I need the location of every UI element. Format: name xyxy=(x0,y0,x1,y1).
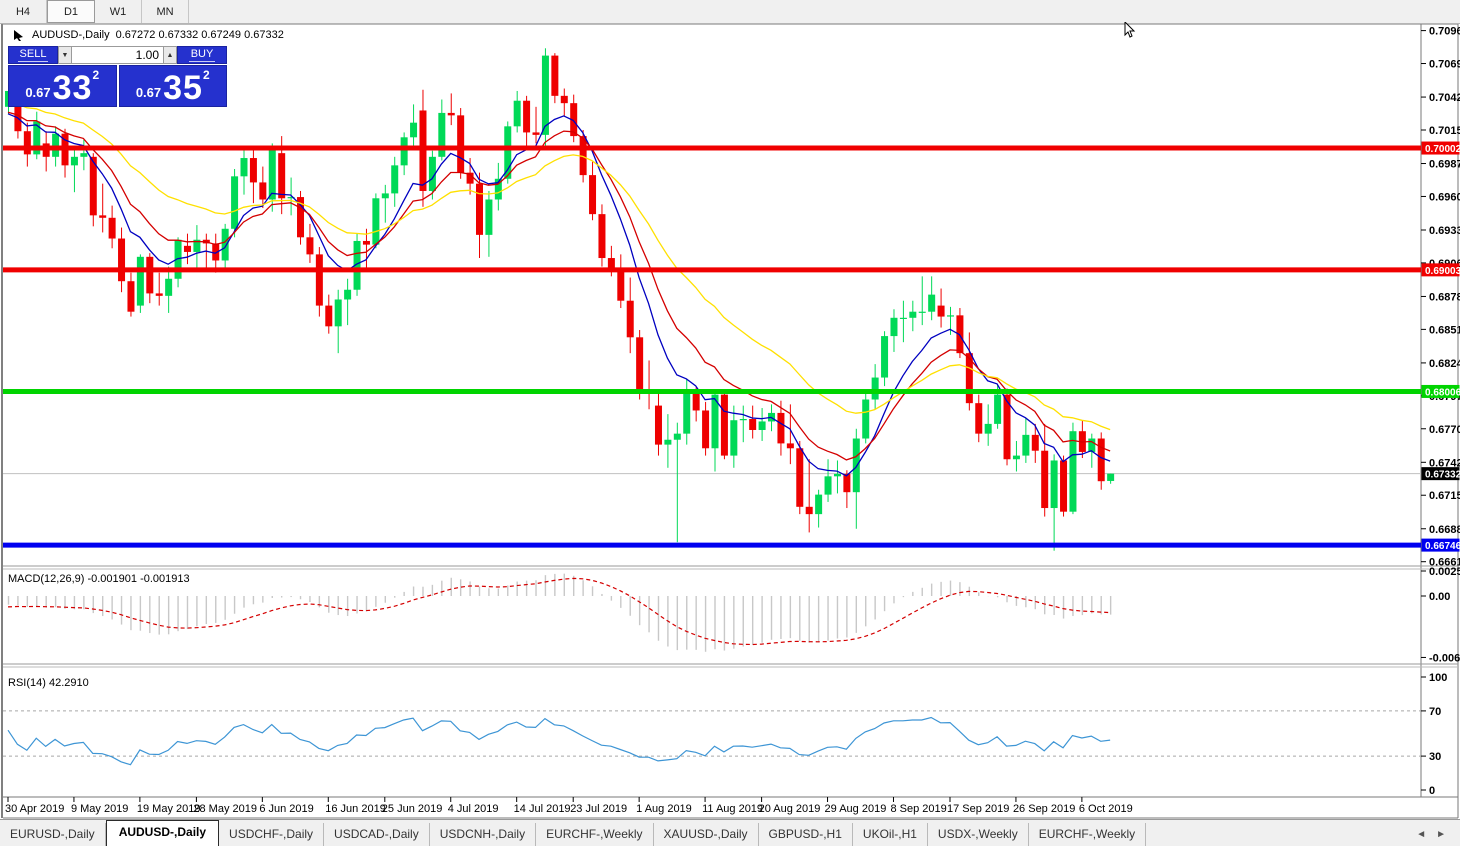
sell-price-prefix: 0.67 xyxy=(25,85,51,100)
chart-tab-7[interactable]: GBPUSD-,H1 xyxy=(759,823,853,846)
tab-scroll-left-icon[interactable]: ◄ xyxy=(1416,829,1427,840)
chart-tab-5[interactable]: EURCHF-,Weekly xyxy=(536,823,654,846)
svg-text:0.70002: 0.70002 xyxy=(1425,144,1460,155)
chart-ohlc-values: 0.67272 0.67332 0.67249 0.67332 xyxy=(115,29,284,41)
sell-price-big: 33 xyxy=(52,69,93,107)
svg-text:0.68785: 0.68785 xyxy=(1429,291,1460,303)
svg-text:6 Jun 2019: 6 Jun 2019 xyxy=(259,803,313,815)
chart-tab-1[interactable]: AUDUSD-,Daily xyxy=(105,820,220,846)
svg-text:20 Aug 2019: 20 Aug 2019 xyxy=(759,803,821,815)
timeframe-button-w1[interactable]: W1 xyxy=(95,0,142,23)
svg-text:8 Sep 2019: 8 Sep 2019 xyxy=(890,803,946,815)
svg-text:70: 70 xyxy=(1429,706,1441,718)
chart-cursor-icon xyxy=(14,29,23,41)
sell-button[interactable]: SELL xyxy=(8,46,58,64)
chart-tab-10[interactable]: EURCHF-,Weekly xyxy=(1029,823,1147,846)
svg-text:0.69003: 0.69003 xyxy=(1425,266,1460,277)
timeframe-button-d1[interactable]: D1 xyxy=(47,0,95,23)
timeframe-button-h4[interactable]: H4 xyxy=(0,0,47,23)
svg-text:19 May 2019: 19 May 2019 xyxy=(137,803,201,815)
svg-text:1 Aug 2019: 1 Aug 2019 xyxy=(636,803,692,815)
svg-text:0.68515: 0.68515 xyxy=(1429,324,1460,336)
svg-text:RSI(14) 42.2910: RSI(14) 42.2910 xyxy=(8,677,89,689)
svg-text:0.69875: 0.69875 xyxy=(1429,159,1460,171)
volume-decrease-button[interactable]: ▼ xyxy=(58,46,72,64)
timeframe-button-mn[interactable]: MN xyxy=(142,0,189,23)
buy-quote-box[interactable]: 0.67 35 2 xyxy=(118,65,227,107)
svg-text:25 Jun 2019: 25 Jun 2019 xyxy=(382,803,443,815)
svg-text:0.70965: 0.70965 xyxy=(1429,26,1460,38)
sell-quote-box[interactable]: 0.67 33 2 xyxy=(8,65,117,107)
svg-text:0.68006: 0.68006 xyxy=(1425,387,1460,398)
svg-text:0.002574: 0.002574 xyxy=(1429,566,1460,578)
buy-price-big: 35 xyxy=(163,69,203,107)
chart-tab-2[interactable]: USDCHF-,Daily xyxy=(219,823,325,846)
svg-text:6 Oct 2019: 6 Oct 2019 xyxy=(1079,803,1133,815)
one-click-trading-panel: SELL ▼ ▲ BUY 0.67 33 2 0.67 35 2 xyxy=(8,46,227,107)
volume-input[interactable] xyxy=(72,46,163,64)
svg-text:0.66746: 0.66746 xyxy=(1425,541,1460,552)
svg-text:14 Jul 2019: 14 Jul 2019 xyxy=(514,803,571,815)
volume-increase-button[interactable]: ▲ xyxy=(163,46,177,64)
chart-symbol-label: AUDUSD-,Daily xyxy=(32,29,110,41)
chart-tab-bar: EURUSD-,Daily AUDUSD-,Daily USDCHF-,Daily U… xyxy=(0,819,1460,846)
buy-price-prefix: 0.67 xyxy=(135,85,162,100)
chart-title-row: AUDUSD-,Daily 0.67272 0.67332 0.67249 0.… xyxy=(14,29,284,41)
svg-text:0.00: 0.00 xyxy=(1429,591,1450,603)
svg-text:0: 0 xyxy=(1429,785,1435,797)
chart-tab-8[interactable]: UKOil-,H1 xyxy=(853,823,928,846)
svg-text:30 Apr 2019: 30 Apr 2019 xyxy=(5,803,64,815)
svg-text:28 May 2019: 28 May 2019 xyxy=(193,803,257,815)
buy-button[interactable]: BUY xyxy=(177,46,227,64)
svg-text:0.70695: 0.70695 xyxy=(1429,59,1460,71)
svg-text:11 Aug 2019: 11 Aug 2019 xyxy=(702,803,763,815)
tab-scroll-right-icon[interactable]: ► xyxy=(1436,829,1446,840)
svg-text:16 Jun 2019: 16 Jun 2019 xyxy=(325,803,386,815)
svg-text:0.67332: 0.67332 xyxy=(1425,470,1460,481)
svg-text:0.67155: 0.67155 xyxy=(1429,490,1460,502)
svg-text:9 May 2019: 9 May 2019 xyxy=(71,803,128,815)
chart-tab-3[interactable]: USDCAD-,Daily xyxy=(324,823,430,846)
svg-text:0.69605: 0.69605 xyxy=(1429,191,1460,203)
svg-text:23 Jul 2019: 23 Jul 2019 xyxy=(570,803,627,815)
svg-text:-0.006326: -0.006326 xyxy=(1429,652,1460,664)
svg-text:26 Sep 2019: 26 Sep 2019 xyxy=(1013,803,1075,815)
svg-text:30: 30 xyxy=(1429,751,1441,763)
svg-text:0.67425: 0.67425 xyxy=(1429,457,1460,469)
svg-text:MACD(12,26,9) -0.001901 -0.001: MACD(12,26,9) -0.001901 -0.001913 xyxy=(8,573,190,585)
chart-tab-6[interactable]: XAUUSD-,Daily xyxy=(654,823,759,846)
mouse-cursor xyxy=(1124,22,1136,38)
svg-text:17 Sep 2019: 17 Sep 2019 xyxy=(947,803,1009,815)
svg-text:4 Jul 2019: 4 Jul 2019 xyxy=(448,803,499,815)
timeframe-toolbar: H4 D1 W1 MN xyxy=(0,0,1460,24)
chart-tab-9[interactable]: USDX-,Weekly xyxy=(928,823,1029,846)
chart-tab-0[interactable]: EURUSD-,Daily xyxy=(0,823,106,846)
svg-text:29 Aug 2019: 29 Aug 2019 xyxy=(825,803,887,815)
buy-price-pip: 2 xyxy=(202,68,210,82)
sell-price-pip: 2 xyxy=(92,68,100,82)
chart-tab-4[interactable]: USDCNH-,Daily xyxy=(430,823,537,846)
svg-text:100: 100 xyxy=(1429,672,1447,684)
